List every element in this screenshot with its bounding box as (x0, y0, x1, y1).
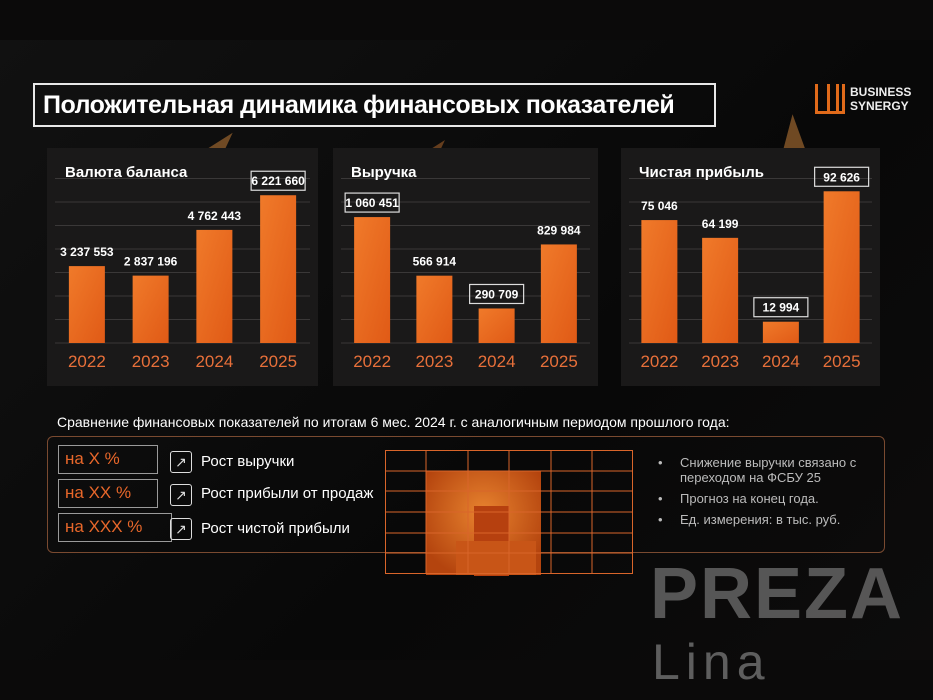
bar-2025 (823, 191, 860, 343)
chart-title: Валюта баланса (65, 164, 188, 181)
net-profit-growth-label: Рост чистой прибыли (201, 520, 350, 537)
x-tick-label: 2025 (259, 352, 297, 371)
x-tick-label: 2022 (68, 352, 106, 371)
watermark-line1: PREZA (650, 554, 905, 634)
chart-svg: 1 060 451 2022 566 914 2023 290 709 2024 829 9… (341, 178, 590, 371)
x-tick-label: 2024 (195, 352, 233, 371)
value-highlight-box (344, 192, 400, 213)
data-label: 566 914 (413, 255, 457, 269)
bar-2025 (540, 244, 577, 343)
chart-title: Выручка (351, 164, 417, 181)
bar-2023 (702, 237, 739, 343)
logo-line2: SYNERGY (850, 99, 909, 113)
x-tick-label: 2024 (762, 352, 800, 371)
data-label: 75 046 (641, 199, 678, 213)
data-label: 64 199 (702, 217, 739, 231)
decorative-image (426, 471, 541, 576)
note-item: Снижение выручки связано с переходом на … (658, 455, 873, 485)
data-label: 290 709 (475, 287, 519, 301)
bar-2024 (762, 321, 799, 343)
sales-profit-growth-label: Рост прибыли от продаж (201, 485, 374, 502)
x-tick-label: 2025 (823, 352, 861, 371)
trend-up-icon: ↗ (170, 484, 192, 506)
chart-panel-revenue: Выручка 1 060 451 2022 566 914 2023 290 709 20… (333, 148, 598, 386)
chart-panel-balance: Валюта баланса 3 237 553 2022 2 837 196 2023… (47, 148, 318, 386)
x-tick-label: 2023 (415, 352, 453, 371)
chart-svg: 3 237 553 2022 2 837 196 2023 4 762 443 2024 6… (55, 170, 310, 371)
chart-svg: 75 046 2022 64 199 2023 12 994 2024 92 626 2025 (629, 166, 872, 371)
chart-panel-net-profit: Чистая прибыль 75 046 2022 64 199 2023 12 994… (621, 148, 880, 386)
data-label: 1 060 451 (345, 196, 399, 210)
comparison-title: Сравнение финансовых показателей по итог… (57, 414, 730, 430)
value-highlight-box (814, 166, 870, 187)
bar-2023 (416, 275, 453, 343)
bar-2025 (260, 195, 297, 343)
x-tick-label: 2022 (353, 352, 391, 371)
trend-up-icon: ↗ (170, 451, 192, 473)
data-label: 92 626 (823, 170, 860, 184)
revenue-growth-value: на X % (58, 445, 158, 474)
value-highlight-box (250, 170, 306, 191)
logo-mark-icon (815, 84, 845, 114)
watermark-line2: Lina (652, 634, 771, 690)
page-title: Положительная динамика финансовых показа… (43, 91, 675, 119)
x-tick-label: 2022 (640, 352, 678, 371)
x-tick-label: 2025 (540, 352, 578, 371)
value-highlight-box (753, 297, 809, 318)
revenue-growth-label: Рост выручки (201, 453, 295, 470)
data-label: 12 994 (763, 301, 800, 315)
bar-2022 (68, 266, 105, 343)
note-item: Прогноз на конец года. (658, 491, 873, 506)
logo-line1: BUSINESS (850, 85, 912, 99)
x-tick-label: 2024 (478, 352, 516, 371)
data-label: 4 762 443 (188, 209, 242, 223)
decorative-grid (385, 450, 633, 574)
data-label: 3 237 553 (60, 245, 114, 259)
data-label: 2 837 196 (124, 255, 178, 269)
note-item: Ед. измерения: в тыс. руб. (658, 512, 873, 527)
bar-2024 (196, 229, 233, 343)
chart-title: Чистая прибыль (639, 164, 764, 181)
net-profit-growth-value: на XXX % (58, 513, 172, 542)
bar-2023 (132, 275, 169, 343)
x-tick-label: 2023 (701, 352, 739, 371)
trend-up-icon: ↗ (170, 518, 192, 540)
value-highlight-box (469, 283, 525, 305)
logo: BUSINESS SYNERGY (815, 84, 911, 114)
sales-profit-growth-value: на XX % (58, 479, 158, 508)
bar-2024 (478, 308, 515, 343)
x-tick-label: 2023 (132, 352, 170, 371)
notes-list: Снижение выручки связано с переходом на … (658, 455, 873, 533)
data-label: 829 984 (537, 223, 581, 237)
bar-2022 (354, 217, 391, 343)
data-label: 6 221 660 (251, 174, 305, 188)
bar-2022 (641, 220, 678, 343)
title-box: Положительная динамика финансовых показа… (33, 83, 716, 127)
